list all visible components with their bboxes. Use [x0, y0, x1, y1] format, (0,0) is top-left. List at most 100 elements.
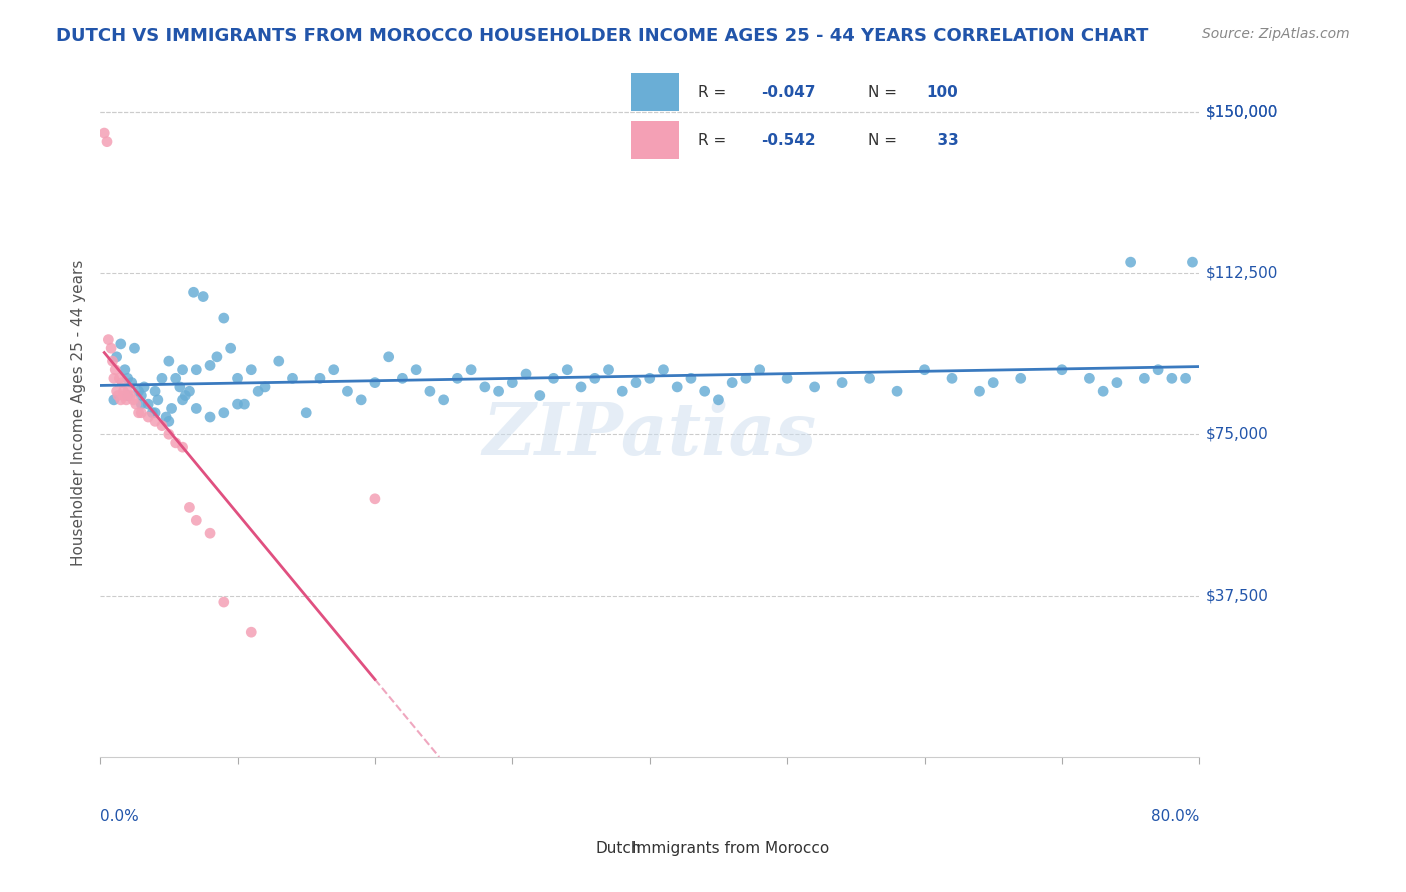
Point — [128, 384, 150, 399]
Point — [419, 384, 441, 399]
Point — [212, 311, 235, 326]
Point — [1050, 362, 1073, 376]
Point — [114, 388, 136, 402]
Point — [914, 362, 936, 376]
Point — [112, 384, 135, 399]
Point — [433, 392, 456, 407]
Text: -0.047: -0.047 — [761, 85, 815, 100]
Point — [350, 392, 373, 407]
Text: 0.0%: 0.0% — [100, 809, 139, 823]
Point — [748, 362, 770, 376]
Point — [295, 406, 318, 420]
Point — [103, 392, 125, 407]
Text: 80.0%: 80.0% — [1152, 809, 1199, 823]
Point — [233, 397, 256, 411]
Point — [679, 371, 702, 385]
Point — [652, 362, 675, 376]
Point — [97, 333, 120, 347]
Point — [336, 384, 359, 399]
Point — [157, 414, 180, 428]
Text: 33: 33 — [927, 133, 959, 148]
Point — [515, 367, 537, 381]
Point — [226, 397, 249, 411]
Text: $112,500: $112,500 — [1206, 266, 1278, 280]
Point — [1105, 376, 1128, 390]
Point — [1147, 362, 1170, 376]
Point — [96, 135, 118, 149]
Point — [105, 350, 128, 364]
Point — [198, 526, 221, 541]
Point — [183, 285, 205, 300]
Point — [117, 388, 139, 402]
Point — [543, 371, 565, 385]
Text: R =: R = — [699, 133, 731, 148]
Point — [111, 376, 134, 390]
Point — [157, 354, 180, 368]
Point — [474, 380, 496, 394]
Text: Immigrants from Morocco: Immigrants from Morocco — [633, 841, 830, 856]
Point — [1181, 255, 1204, 269]
Point — [141, 406, 163, 420]
FancyBboxPatch shape — [631, 121, 679, 159]
Point — [803, 380, 825, 394]
Point — [172, 440, 194, 454]
Point — [212, 406, 235, 420]
Point — [110, 337, 132, 351]
Point — [107, 388, 129, 402]
Point — [101, 354, 124, 368]
Point — [128, 406, 150, 420]
Point — [598, 362, 620, 376]
Text: $150,000: $150,000 — [1206, 104, 1278, 119]
Point — [117, 384, 139, 399]
Point — [1010, 371, 1032, 385]
Point — [583, 371, 606, 385]
Point — [240, 362, 263, 376]
Text: Dutch: Dutch — [596, 841, 641, 856]
Point — [529, 388, 551, 402]
FancyBboxPatch shape — [631, 73, 679, 111]
Point — [735, 371, 758, 385]
Point — [174, 388, 197, 402]
Point — [160, 401, 183, 416]
Point — [569, 380, 592, 394]
Point — [115, 392, 138, 407]
Text: -0.542: -0.542 — [761, 133, 815, 148]
Point — [1160, 371, 1182, 385]
Point — [172, 362, 194, 376]
Point — [136, 410, 159, 425]
Point — [143, 406, 166, 420]
Point — [120, 388, 142, 402]
Point — [131, 388, 153, 402]
Text: 100: 100 — [927, 85, 959, 100]
Point — [693, 384, 716, 399]
Point — [612, 384, 634, 399]
Text: Source: ZipAtlas.com: Source: ZipAtlas.com — [1202, 27, 1350, 41]
Point — [446, 371, 468, 385]
Point — [981, 376, 1004, 390]
Point — [460, 362, 482, 376]
Point — [150, 371, 173, 385]
Point — [121, 376, 143, 390]
Point — [124, 341, 146, 355]
Point — [219, 341, 242, 355]
Point — [179, 500, 201, 515]
Point — [186, 362, 208, 376]
Point — [1092, 384, 1115, 399]
Point — [969, 384, 991, 399]
Point — [198, 359, 221, 373]
Point — [186, 401, 208, 416]
Text: ZIPatias: ZIPatias — [482, 399, 817, 470]
Point — [150, 418, 173, 433]
Point — [240, 625, 263, 640]
Point — [103, 371, 125, 385]
Y-axis label: Householder Income Ages 25 - 44 years: Householder Income Ages 25 - 44 years — [72, 260, 86, 566]
Point — [364, 376, 387, 390]
Point — [172, 392, 194, 407]
Point — [377, 350, 399, 364]
Point — [100, 341, 122, 355]
Point — [253, 380, 276, 394]
Point — [721, 376, 744, 390]
Point — [165, 371, 187, 385]
Text: N =: N = — [868, 85, 901, 100]
Point — [831, 376, 853, 390]
